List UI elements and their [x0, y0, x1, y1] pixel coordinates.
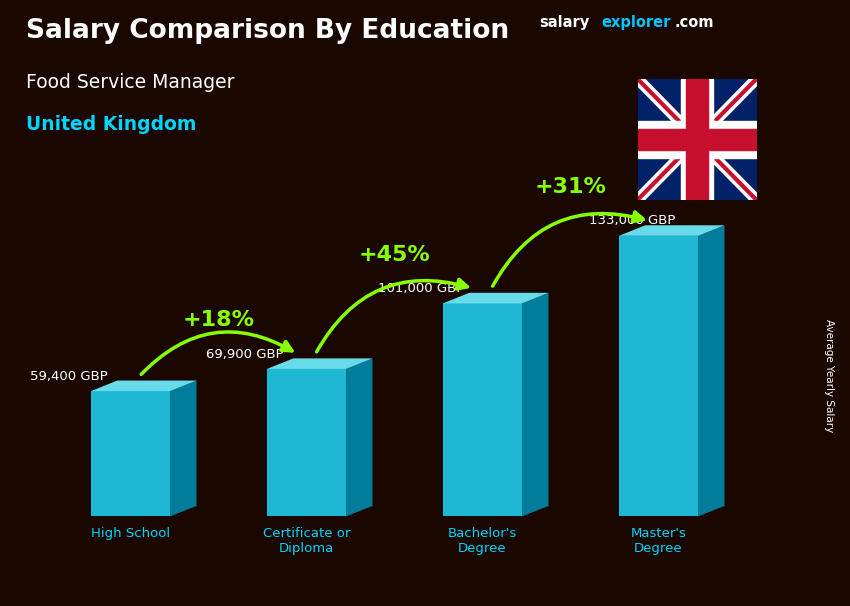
Text: Certificate or
Diploma: Certificate or Diploma	[263, 527, 350, 555]
Polygon shape	[522, 293, 548, 516]
Text: Bachelor's
Degree: Bachelor's Degree	[448, 527, 517, 555]
Text: +18%: +18%	[183, 310, 254, 330]
Polygon shape	[267, 358, 372, 369]
Bar	[686, 79, 708, 200]
Text: Master's
Degree: Master's Degree	[631, 527, 687, 555]
Text: salary: salary	[540, 15, 590, 30]
Polygon shape	[267, 369, 346, 516]
Polygon shape	[346, 358, 372, 516]
Text: Average Yearly Salary: Average Yearly Salary	[824, 319, 834, 432]
Text: 69,900 GBP: 69,900 GBP	[206, 347, 284, 361]
Text: 59,400 GBP: 59,400 GBP	[30, 370, 108, 382]
Polygon shape	[170, 381, 196, 516]
Polygon shape	[619, 225, 724, 236]
Text: 133,000 GBP: 133,000 GBP	[589, 215, 675, 227]
Bar	[638, 128, 756, 150]
Polygon shape	[443, 304, 522, 516]
FancyArrowPatch shape	[141, 332, 292, 375]
Bar	[681, 79, 713, 200]
Polygon shape	[619, 236, 698, 516]
Text: .com: .com	[674, 15, 713, 30]
Polygon shape	[91, 381, 196, 391]
Text: +31%: +31%	[535, 178, 606, 198]
Text: 101,000 GBP: 101,000 GBP	[377, 282, 464, 295]
Text: +45%: +45%	[359, 245, 430, 265]
FancyArrowPatch shape	[317, 279, 468, 351]
Bar	[638, 121, 756, 158]
Text: explorer: explorer	[601, 15, 671, 30]
Text: Food Service Manager: Food Service Manager	[26, 73, 234, 92]
Text: United Kingdom: United Kingdom	[26, 115, 196, 134]
Polygon shape	[698, 225, 724, 516]
Text: Salary Comparison By Education: Salary Comparison By Education	[26, 18, 508, 44]
FancyArrowPatch shape	[493, 212, 643, 286]
Text: High School: High School	[91, 527, 170, 540]
Polygon shape	[91, 391, 170, 516]
Polygon shape	[443, 293, 548, 304]
